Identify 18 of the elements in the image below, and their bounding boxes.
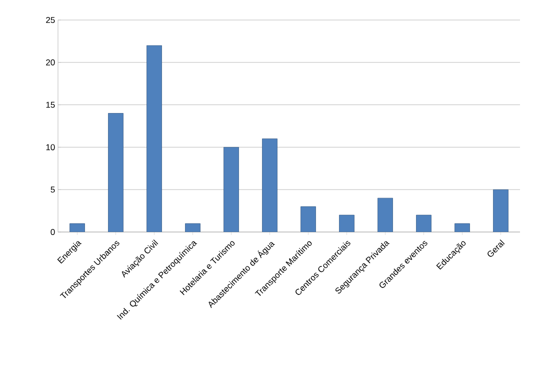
bar	[300, 206, 316, 232]
bar	[146, 45, 162, 232]
bar	[454, 223, 470, 232]
bar	[262, 138, 278, 232]
bar	[493, 189, 508, 232]
y-tick-label: 20	[46, 59, 55, 66]
y-tick-label: 15	[46, 102, 55, 108]
y-tick-label: 5	[50, 186, 55, 193]
y-tick-label: 25	[46, 17, 55, 24]
bar	[224, 147, 239, 232]
bar	[108, 113, 124, 232]
bar	[70, 223, 85, 232]
bar	[339, 214, 354, 232]
y-tick-label: 0	[50, 229, 55, 236]
bar	[185, 223, 200, 232]
y-tick-label: 10	[46, 144, 55, 150]
bar	[416, 214, 432, 232]
bar	[378, 198, 393, 232]
